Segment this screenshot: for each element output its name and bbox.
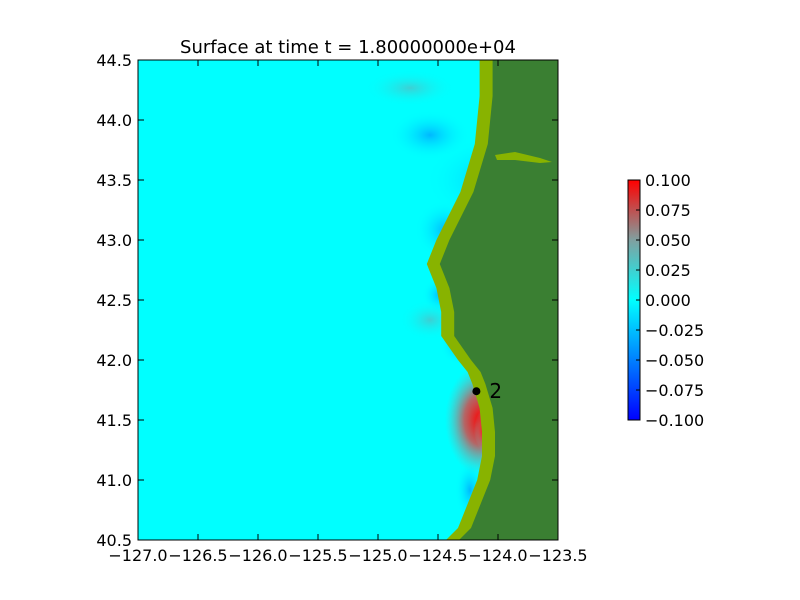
colorbar-tick-label: −0.025 [645,321,704,340]
gauge-markers: 2 [472,379,502,403]
x-tick-label: −127.0 [108,546,167,565]
x-tick-label: −125.5 [288,546,347,565]
gauge-point [472,387,481,396]
x-tick-label: −126.0 [228,546,287,565]
y-tick-label: 41.0 [96,471,132,490]
chart-title: Surface at time t = 1.80000000e+04 [180,37,516,58]
plot-area: −127.0 −126.5 −126.0 −125.5 −125.0 −124.5 −124… [96,51,587,565]
y-tick-label: 44.5 [96,51,132,70]
colorbar-tick-label: −0.075 [645,381,704,400]
colorbar-tick-label: 0.050 [645,231,691,250]
gauge-label: 2 [489,379,502,403]
y-tick-label: 41.5 [96,411,132,430]
y-tick-label: 42.0 [96,351,132,370]
colorbar-tick-label: −0.100 [645,411,704,430]
y-axis: 40.5 41.0 41.5 42.0 42.5 43.0 43.5 44.0 44.5 [96,51,558,550]
x-tick-label: −126.5 [168,546,227,565]
x-axis: −127.0 −126.5 −126.0 −125.5 −125.0 −124.5 −124… [108,60,588,565]
estuary-inlet [495,152,552,163]
colorbar-tick-label: 0.000 [645,291,691,310]
land-layer [426,60,558,540]
x-tick-label: −124.0 [468,546,527,565]
x-tick-label: −124.5 [408,546,467,565]
y-tick-label: 43.5 [96,171,132,190]
land-mass [439,60,558,540]
y-tick-label: 40.5 [96,531,132,550]
anomaly-blob [390,110,470,160]
colorbar-tick-label: 0.075 [645,201,691,220]
colorbar-ticks: 0.100 0.075 0.050 0.025 0.000 −0.025 −0.050 −0.… [636,171,704,430]
x-tick-label: −125.0 [348,546,407,565]
colorbar: 0.100 0.075 0.050 0.025 0.000 −0.025 −0.050 −0.… [627,171,704,430]
colorbar-tick-label: 0.100 [645,171,691,190]
anomaly-blob [365,70,455,106]
x-tick-label: −123.5 [528,546,587,565]
colorbar-tick-label: 0.025 [645,261,691,280]
y-tick-label: 44.0 [96,111,132,130]
y-tick-label: 42.5 [96,291,132,310]
y-tick-label: 43.0 [96,231,132,250]
colorbar-tick-label: −0.050 [645,351,704,370]
